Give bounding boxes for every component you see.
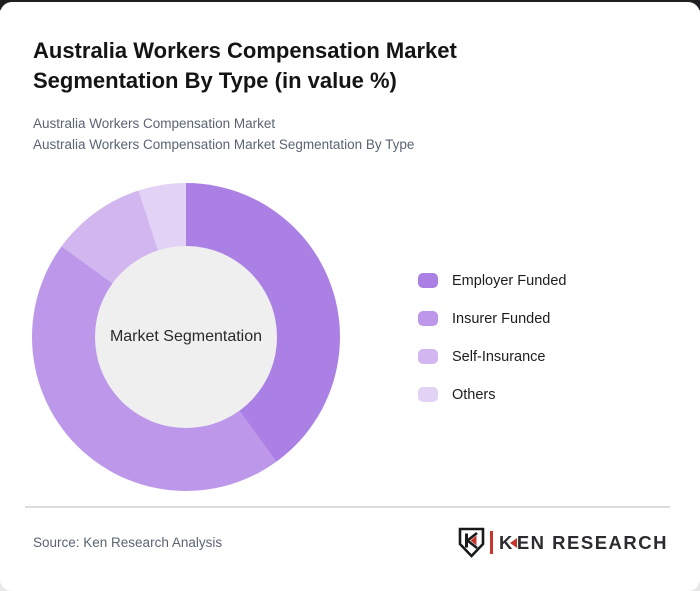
subtitle-line-1: Australia Workers Compensation Market [33,116,276,131]
chart-legend: Employer Funded Insurer Funded Self-Insu… [418,273,566,425]
subtitle-line-2: Australia Workers Compensation Market Se… [33,136,415,152]
legend-item-insurer-funded: Insurer Funded [418,310,566,327]
ken-research-shield-icon [458,527,485,558]
donut-center: Market Segmentation [95,246,277,428]
subtitle-block: Australia Workers Compensation Market Au… [33,114,414,155]
source-note: Source: Ken Research Analysis [33,535,223,550]
legend-label: Employer Funded [452,272,567,289]
legend-swatch-insurer-funded [418,311,438,326]
donut-chart: Market Segmentation [32,183,340,491]
legend-item-self-insurance: Self-Insurance [418,348,566,365]
legend-label: Self-Insurance [452,348,546,365]
logo-rest-text: EN RESEARCH [516,531,668,553]
legend-swatch-employer-funded [418,273,438,288]
legend-label: Others [452,386,496,403]
legend-item-employer-funded: Employer Funded [418,272,567,289]
donut-center-label: Market Segmentation [109,328,263,345]
page-title: Australia Workers Compensation Market Se… [33,38,457,93]
legend-swatch-others [418,387,438,402]
logo-wordmark: K EN RESEARCH [499,532,668,554]
legend-item-others: Others [418,386,566,403]
logo-divider [489,531,493,554]
ken-research-logo: K EN RESEARCH [458,527,668,558]
legend-label: Insurer Funded [452,310,551,327]
footer-divider [25,506,670,508]
logo-letter-k: K [498,531,514,553]
red-arrow-icon [509,537,517,548]
legend-swatch-self-insurance [418,349,438,364]
